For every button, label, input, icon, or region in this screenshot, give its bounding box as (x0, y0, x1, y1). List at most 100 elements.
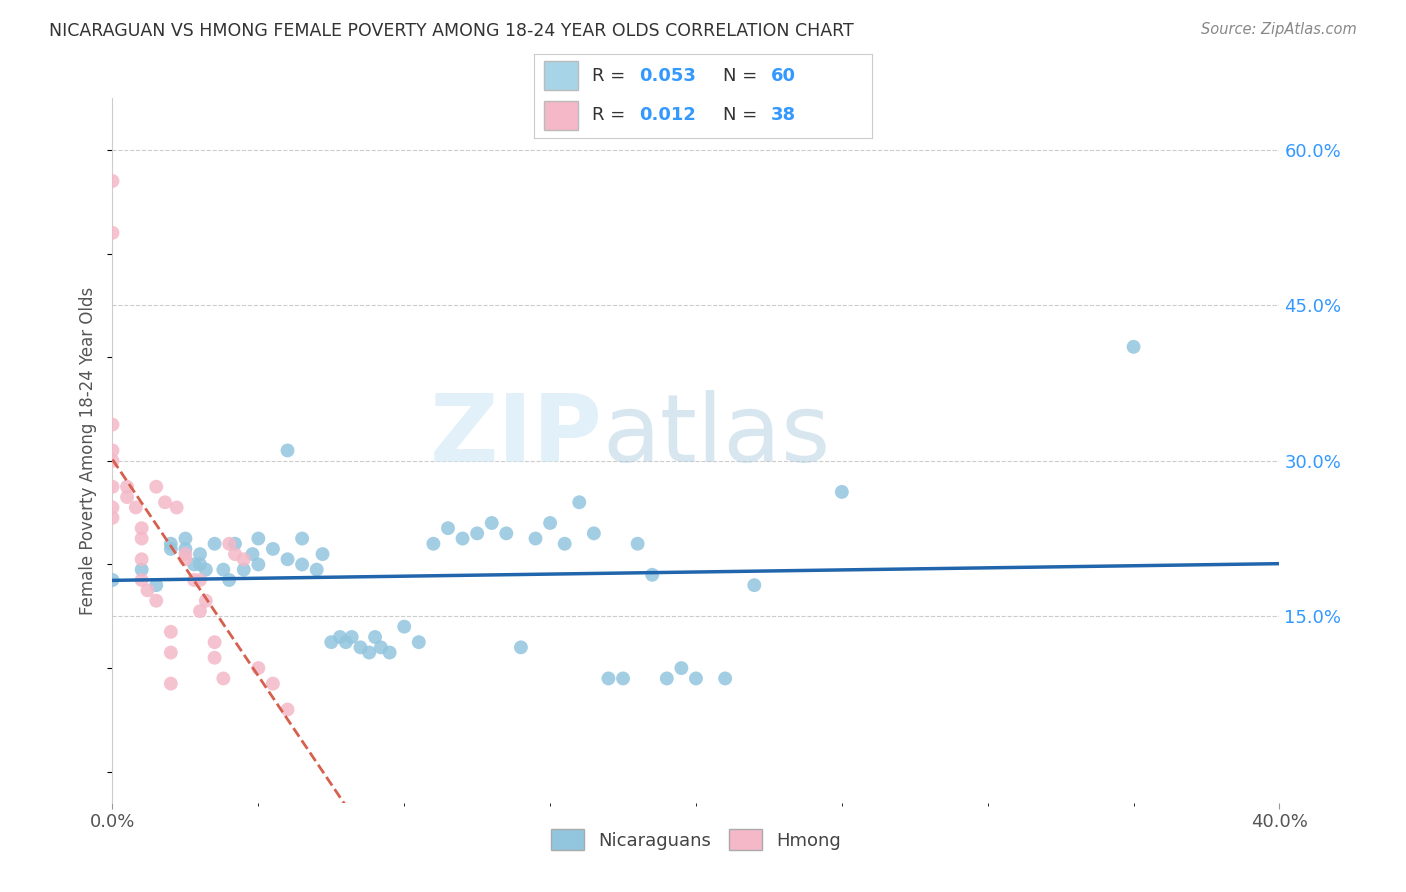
Text: R =: R = (592, 67, 631, 85)
FancyBboxPatch shape (544, 62, 578, 90)
FancyBboxPatch shape (544, 101, 578, 130)
Point (131, 563, 153, 577)
Point (174, 541, 197, 556)
Point (291, 532, 314, 546)
Point (188, 604, 211, 618)
Point (183, 558, 205, 572)
Text: atlas: atlas (603, 391, 831, 483)
Point (554, 537, 576, 551)
Point (451, 532, 474, 546)
Point (204, 635, 226, 649)
Point (204, 650, 226, 665)
Point (101, 500, 124, 515)
Point (232, 563, 254, 577)
Point (612, 672, 634, 686)
Point (131, 521, 153, 535)
Point (422, 537, 444, 551)
Point (276, 552, 298, 566)
Point (160, 541, 183, 556)
Point (101, 480, 124, 494)
Point (125, 500, 148, 515)
Point (224, 537, 246, 551)
Point (262, 676, 284, 690)
Point (247, 532, 270, 546)
Point (115, 480, 138, 494)
Point (160, 624, 183, 639)
Point (598, 672, 620, 686)
Point (101, 226, 124, 240)
Point (194, 593, 217, 607)
Point (145, 480, 167, 494)
Point (166, 500, 188, 515)
Point (204, 537, 226, 551)
Point (568, 495, 591, 509)
Text: 38: 38 (770, 106, 796, 124)
Point (524, 532, 547, 546)
Point (242, 547, 264, 561)
Point (224, 547, 246, 561)
Point (131, 573, 153, 587)
Point (194, 563, 217, 577)
Point (321, 635, 343, 649)
Point (291, 558, 314, 572)
Text: 0.053: 0.053 (638, 67, 696, 85)
Point (101, 174, 124, 188)
Point (671, 661, 693, 675)
Text: N =: N = (723, 106, 763, 124)
Point (1122, 340, 1144, 354)
Point (218, 573, 240, 587)
Point (641, 567, 664, 582)
Point (340, 630, 363, 644)
Point (188, 558, 211, 572)
Point (394, 619, 416, 633)
Point (408, 635, 430, 649)
Point (160, 646, 183, 660)
Point (311, 547, 333, 561)
Point (582, 526, 605, 541)
Point (335, 635, 357, 649)
Point (276, 702, 298, 716)
Text: N =: N = (723, 67, 763, 85)
Point (364, 630, 387, 644)
Point (305, 563, 328, 577)
Point (509, 640, 531, 655)
Point (262, 541, 284, 556)
Point (247, 558, 270, 572)
Point (378, 646, 401, 660)
Point (627, 537, 650, 551)
Point (145, 593, 167, 607)
Point (212, 672, 235, 686)
Legend: Nicaraguans, Hmong: Nicaraguans, Hmong (544, 822, 848, 857)
Point (437, 521, 460, 535)
Point (495, 526, 517, 541)
Point (329, 630, 352, 644)
Point (465, 526, 488, 541)
Point (101, 573, 124, 587)
Point (101, 417, 124, 432)
Point (183, 573, 205, 587)
Point (714, 672, 737, 686)
Point (370, 640, 392, 655)
Point (115, 490, 138, 504)
Text: 0.012: 0.012 (638, 106, 696, 124)
Text: Source: ZipAtlas.com: Source: ZipAtlas.com (1201, 22, 1357, 37)
Y-axis label: Female Poverty Among 18-24 Year Olds: Female Poverty Among 18-24 Year Olds (79, 286, 97, 615)
Text: NICARAGUAN VS HMONG FEMALE POVERTY AMONG 18-24 YEAR OLDS CORRELATION CHART: NICARAGUAN VS HMONG FEMALE POVERTY AMONG… (49, 22, 853, 40)
Point (174, 532, 197, 546)
Point (232, 552, 254, 566)
Point (131, 552, 153, 566)
Point (101, 454, 124, 468)
Point (131, 532, 153, 546)
Point (174, 552, 197, 566)
Point (160, 676, 183, 690)
Point (655, 672, 678, 686)
Point (160, 537, 183, 551)
Text: ZIP: ZIP (430, 391, 603, 483)
Point (174, 547, 197, 561)
Point (481, 516, 503, 530)
Point (538, 516, 561, 530)
Point (101, 443, 124, 458)
Text: R =: R = (592, 106, 631, 124)
Point (145, 578, 167, 592)
Point (247, 661, 270, 675)
